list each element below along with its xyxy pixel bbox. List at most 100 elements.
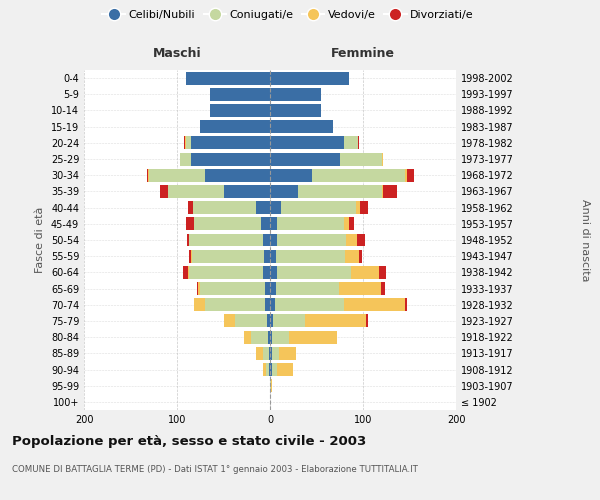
Bar [270,363,272,376]
Bar [277,218,344,230]
Bar [344,298,405,311]
Bar [187,72,270,85]
Legend: Celibi/Nubili, Coniugati/e, Vedovi/e, Divorziati/e: Celibi/Nubili, Coniugati/e, Vedovi/e, Di… [98,6,478,25]
Bar [263,234,270,246]
Bar [272,330,289,344]
Bar [200,120,270,133]
Bar [149,169,205,181]
Bar [346,250,359,262]
Bar [265,250,270,262]
Bar [244,330,251,344]
Bar [360,201,368,214]
Bar [270,282,275,295]
Bar [275,298,344,311]
Bar [182,266,188,279]
Bar [200,282,265,295]
Bar [188,266,189,279]
Bar [312,169,405,181]
Bar [272,363,277,376]
Bar [256,201,270,214]
Bar [205,298,265,311]
Bar [189,234,263,246]
Bar [192,250,265,262]
Bar [186,136,191,149]
Bar [270,330,272,344]
Bar [191,136,270,149]
Bar [168,185,223,198]
Bar [188,201,193,214]
Bar [223,185,270,198]
Bar [270,314,273,328]
Bar [270,120,333,133]
Bar [187,218,194,230]
Bar [187,234,189,246]
Bar [189,250,191,262]
Bar [281,201,356,214]
Bar [289,330,337,344]
Y-axis label: Anni di nascita: Anni di nascita [580,198,590,281]
Bar [270,379,271,392]
Bar [263,363,266,376]
Bar [191,250,192,262]
Bar [359,250,362,262]
Bar [380,282,385,295]
Bar [277,234,346,246]
Bar [405,169,407,181]
Bar [191,152,270,166]
Bar [270,169,312,181]
Bar [358,234,365,246]
Bar [275,250,346,262]
Bar [270,152,340,166]
Bar [251,330,268,344]
Bar [298,185,382,198]
Bar [265,282,270,295]
Bar [260,218,270,230]
Text: Popolazione per età, sesso e stato civile - 2003: Popolazione per età, sesso e stato civil… [12,435,366,448]
Bar [268,330,270,344]
Bar [405,298,407,311]
Bar [270,218,277,230]
Bar [209,104,270,117]
Bar [407,169,414,181]
Bar [263,347,269,360]
Bar [160,185,168,198]
Bar [209,88,270,101]
Text: Femmine: Femmine [331,47,395,60]
Bar [305,314,366,328]
Bar [270,72,349,85]
Bar [271,379,272,392]
Text: Maschi: Maschi [152,47,202,60]
Bar [193,201,256,214]
Bar [269,363,270,376]
Bar [344,218,349,230]
Bar [265,298,270,311]
Bar [344,136,358,149]
Bar [382,185,383,198]
Bar [147,169,148,181]
Bar [205,169,270,181]
Bar [351,266,379,279]
Bar [270,104,321,117]
Bar [189,266,263,279]
Bar [270,347,272,360]
Bar [267,314,270,328]
Bar [280,347,296,360]
Bar [273,314,305,328]
Bar [277,363,293,376]
Bar [383,185,397,198]
Bar [185,136,187,149]
Bar [270,250,275,262]
Bar [379,266,386,279]
Bar [349,218,354,230]
Bar [340,152,382,166]
Bar [180,152,191,166]
Text: COMUNE DI BATTAGLIA TERME (PD) - Dati ISTAT 1° gennaio 2003 - Elaborazione TUTTI: COMUNE DI BATTAGLIA TERME (PD) - Dati IS… [12,465,418,474]
Bar [263,266,270,279]
Bar [270,298,275,311]
Bar [148,169,149,181]
Bar [270,234,277,246]
Bar [223,314,235,328]
Bar [277,266,351,279]
Bar [272,347,280,360]
Bar [269,347,270,360]
